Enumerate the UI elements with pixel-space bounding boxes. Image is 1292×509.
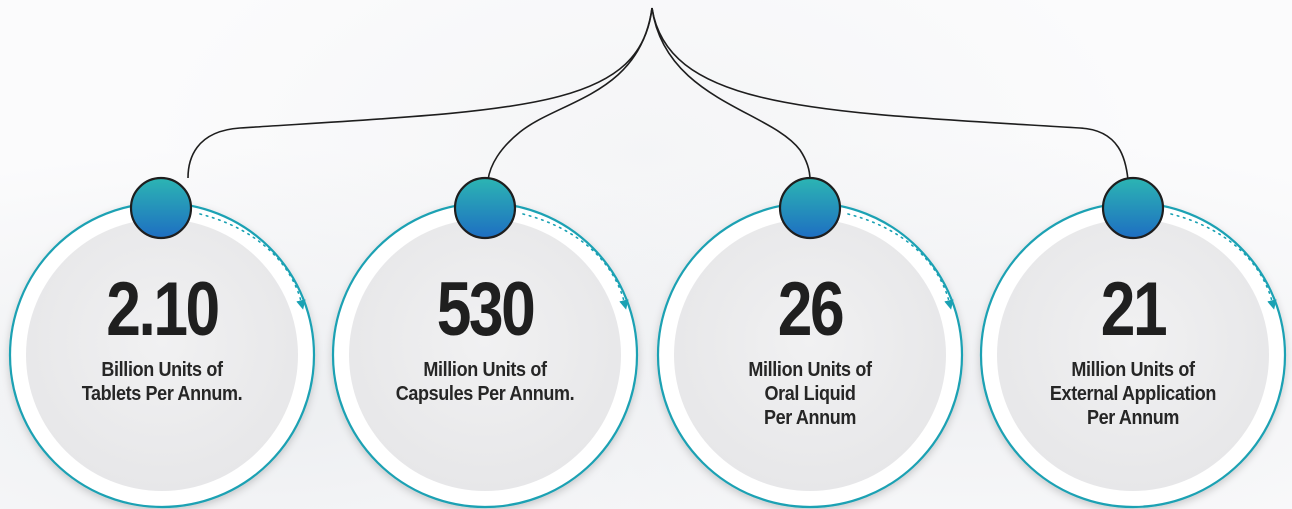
dotted-arc-4	[1170, 213, 1277, 310]
stat-text-2: 530 Million Units of Capsules Per Annum.	[345, 272, 625, 406]
caption-line: Billion Units of	[101, 359, 223, 381]
connector-lines	[187, 7, 1129, 181]
caption-line: Capsules Per Annum.	[395, 383, 575, 405]
connector-line-1	[187, 7, 653, 179]
caption-line: Oral Liquid	[764, 383, 856, 405]
stat-node-1	[129, 176, 193, 240]
caption-line: Per Annum	[763, 407, 857, 429]
stat-disc-4	[997, 219, 1269, 491]
dotted-arc-1	[199, 213, 306, 310]
stat-value: 21	[1100, 267, 1168, 352]
stat-disc-2	[349, 219, 621, 491]
stat-disc-3	[674, 219, 946, 491]
connector-line-2	[487, 7, 653, 181]
caption-line: Per Annum	[1086, 407, 1180, 429]
caption-line: Million Units of	[423, 359, 547, 381]
caption-line: External Application	[1049, 383, 1217, 405]
stat-disc-1	[26, 219, 298, 491]
caption-line: Million Units of	[1071, 359, 1195, 381]
dotted-arc-2	[522, 213, 629, 310]
stat-node-4	[1101, 176, 1165, 240]
stat-node-3	[778, 176, 842, 240]
stat-card-2	[331, 176, 639, 509]
stat-caption: Million Units of Capsules Per Annum.	[359, 358, 611, 406]
stat-text-3: 26 Million Units of Oral Liquid Per Annu…	[670, 272, 950, 430]
stat-value: 2.10	[106, 267, 220, 352]
stat-value: 530	[436, 267, 536, 352]
stat-caption: Million Units of Oral Liquid Per Annum	[684, 358, 936, 430]
stat-text-4: 21 Million Units of External Application…	[993, 272, 1273, 430]
connector-line-4	[651, 7, 1129, 181]
stat-caption: Billion Units of Tablets Per Annum.	[36, 358, 288, 406]
stat-text-1: 2.10 Billion Units of Tablets Per Annum.	[22, 272, 302, 406]
stat-card-1	[8, 176, 316, 509]
stat-card-3	[656, 176, 964, 509]
stat-card-4	[979, 176, 1287, 509]
stat-value: 26	[777, 267, 845, 352]
connector-line-3	[651, 7, 811, 181]
dotted-arc-3	[847, 213, 954, 310]
caption-line: Tablets Per Annum.	[81, 383, 243, 405]
stat-caption: Million Units of External Application Pe…	[1007, 358, 1259, 430]
caption-line: Million Units of	[748, 359, 872, 381]
stat-node-2	[453, 176, 517, 240]
